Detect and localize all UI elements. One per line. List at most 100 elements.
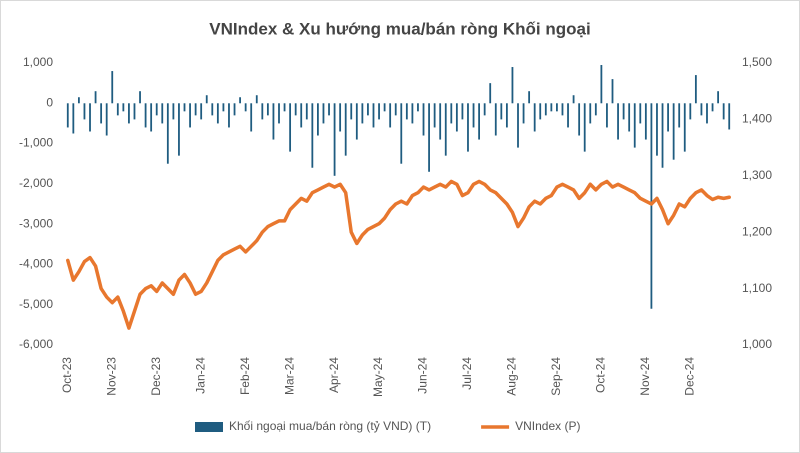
bar [544,103,547,116]
x-tick-label: Apr-24 [327,357,341,393]
bar [639,103,642,124]
bar [350,103,353,120]
y2-tick-label: 1,300 [742,168,772,182]
y2-tick-label: 1,400 [742,112,772,126]
x-tick-label: Aug-24 [505,357,519,396]
bar [394,103,397,116]
y2-tick-label: 1,200 [742,224,772,238]
bar [450,103,453,124]
bar [633,103,636,148]
bar [444,103,447,156]
bar [133,103,136,120]
chart-title: VNIndex & Xu hướng mua/bán ròng Khối ngo… [209,19,590,38]
bar [228,103,230,128]
bar [183,103,186,112]
bar [144,103,147,128]
bar [694,75,697,104]
bar [72,103,75,134]
bar [261,103,264,120]
bar [644,103,647,140]
bar [539,103,542,120]
bar [628,103,631,132]
bar [77,97,80,104]
bar [161,103,164,124]
x-tick-label: Jun-24 [416,357,430,394]
bar [700,103,703,116]
bar [317,103,319,136]
bar [428,103,430,172]
bar [322,103,325,124]
bar [556,103,558,112]
x-tick-label: Feb-24 [238,357,252,395]
y-tick-label: 1,000 [23,55,53,69]
y-tick-label: -4,000 [19,257,53,271]
bar [528,91,531,104]
bar [683,103,686,152]
bar [272,103,275,140]
bar [205,95,208,104]
bar [294,103,297,116]
bar [250,103,253,132]
bar [111,71,114,104]
y2-tick-label: 1,100 [742,281,772,295]
bar [216,103,219,124]
bar [172,103,175,120]
bar [89,103,91,132]
bar [667,103,669,132]
bar [405,103,408,120]
x-tick-label: Dec-24 [682,357,696,396]
bar [561,103,564,116]
bar [505,103,508,128]
bar [278,103,280,124]
bar [606,103,608,128]
bar [66,103,69,128]
bar [83,103,86,120]
bar [567,103,569,128]
bar [361,103,364,124]
bar [266,103,269,116]
bar [583,103,586,152]
x-tick-label: Mar-24 [282,357,296,395]
legend-swatch [195,422,223,432]
bar [344,103,347,156]
legend-label: Khối ngoại mua/bán ròng (tỷ VND) (T) [229,419,431,433]
x-tick-label: Sep-24 [549,357,563,396]
y2-tick-label: 1,000 [742,337,772,351]
bar [706,103,708,124]
bar [128,103,130,124]
bar [378,103,380,120]
bar [328,103,330,116]
bar [517,103,519,148]
bar [594,103,597,116]
bar [483,103,486,116]
bar [461,103,464,120]
bar [728,103,731,130]
bar [333,103,336,176]
bar [244,103,247,112]
bar [678,103,681,128]
x-tick-label: Dec-23 [149,357,163,396]
bar [289,103,292,152]
bar [355,103,358,140]
bar [200,103,203,120]
bar [467,103,469,152]
bar [550,103,553,112]
bar [239,97,241,104]
bar [222,103,225,112]
bar [611,79,614,104]
bar [433,103,436,128]
y-tick-label: 0 [46,95,53,109]
bar [94,91,97,104]
x-tick-label: Nov-24 [638,357,652,396]
bar [661,103,664,168]
bar [166,103,169,164]
bar [533,103,536,132]
x-tick-label: Oct-24 [594,357,608,393]
bar [472,103,475,128]
bar [400,103,403,164]
bar [494,103,497,136]
bar [617,103,619,140]
bar [522,103,525,124]
bar [572,95,575,104]
